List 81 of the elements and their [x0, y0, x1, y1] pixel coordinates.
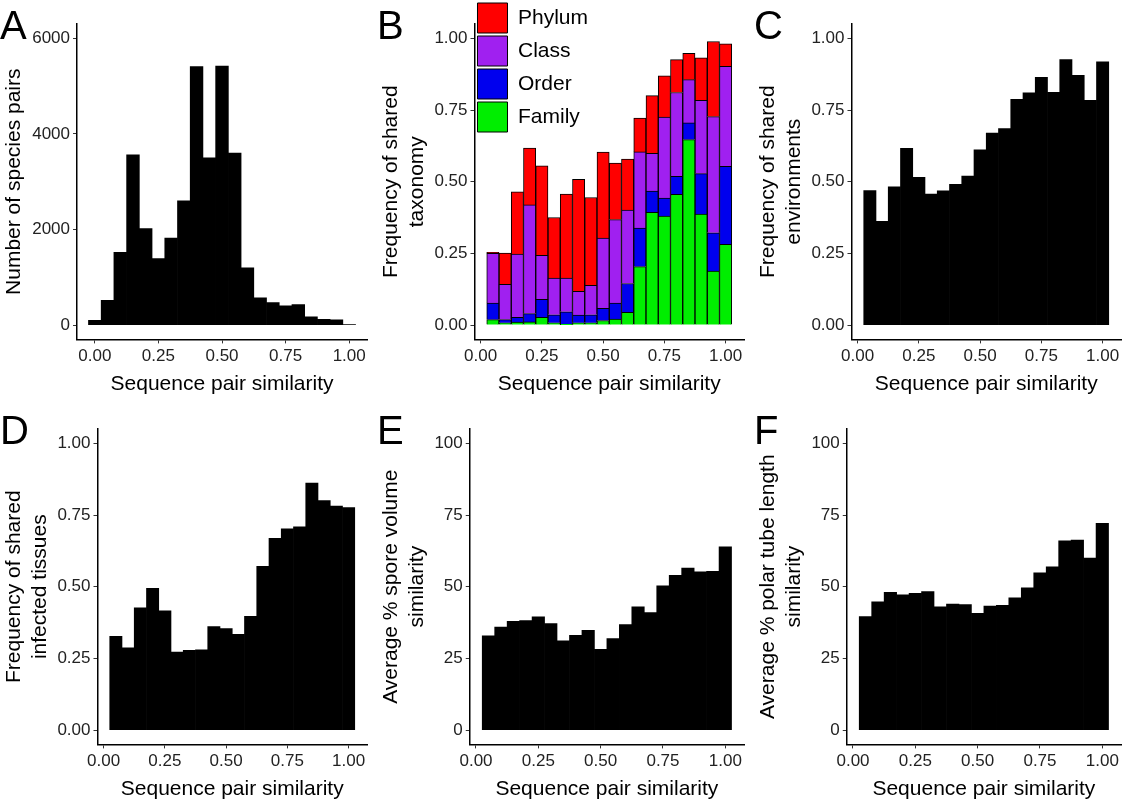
- x-tick-label: 0.25: [521, 751, 555, 771]
- y-tick-label: 75: [820, 504, 840, 524]
- y-tick-label: 100: [811, 433, 840, 453]
- x-tick-label: 0.00: [464, 346, 498, 366]
- x-tick-label: 0.00: [78, 346, 112, 366]
- x-axis-title: Sequence pair similarity: [874, 371, 1099, 395]
- chart-title: D: [0, 408, 29, 453]
- y-tick-label: 0.75: [57, 504, 91, 524]
- y-axis-title: Average % spore volume similarity: [378, 469, 427, 704]
- y-tick-label: 1.00: [57, 433, 91, 453]
- x-tick-label: 0.25: [898, 751, 932, 771]
- y-tick-label: 0.50: [57, 576, 91, 596]
- y-tick-label: 50: [443, 576, 463, 596]
- x-tick-label: 1.00: [332, 346, 366, 366]
- x-tick-label: 0.25: [148, 751, 182, 771]
- y-tick-label: 1.00: [811, 28, 845, 48]
- y-tick-label: 0: [60, 314, 71, 334]
- chart-title: E: [377, 408, 404, 453]
- y-tick-label: 0.25: [57, 648, 91, 668]
- y-tick-label: 50: [820, 576, 840, 596]
- x-tick-label: 0.50: [209, 751, 243, 771]
- y-tick-label: 25: [820, 648, 840, 668]
- x-axis-title: Sequence pair similarity: [495, 776, 719, 800]
- x-axis-title: Sequence pair similarity: [120, 776, 345, 800]
- y-tick-label: 0.00: [434, 314, 468, 334]
- chart-title: F: [754, 408, 779, 453]
- y-tick-label: 0.00: [811, 314, 845, 334]
- x-tick-label: 1.00: [1086, 346, 1120, 366]
- x-tick-label: 0.25: [902, 346, 936, 366]
- y-tick-label: 0.75: [434, 99, 468, 119]
- y-tick-label: 0.25: [811, 243, 845, 263]
- x-tick-label: 0.00: [836, 751, 870, 771]
- y-tick-label: 0.50: [811, 171, 845, 191]
- x-tick-label: 0.25: [141, 346, 175, 366]
- y-tick-label: 0: [830, 719, 840, 739]
- y-axis-title: Frequency of shared environments: [755, 85, 804, 278]
- legend-label: Phylum: [517, 4, 589, 28]
- legend-label: Order: [517, 70, 572, 94]
- chart-title: C: [754, 3, 783, 48]
- legend-label: Family: [517, 103, 581, 127]
- x-tick-label: 0.75: [1023, 751, 1057, 771]
- x-axis-title: Sequence pair similarity: [497, 371, 722, 395]
- x-tick-label: 0.75: [647, 346, 681, 366]
- x-tick-label: 0.75: [270, 751, 304, 771]
- y-tick-label: 0.00: [57, 719, 91, 739]
- x-tick-label: 0.00: [841, 346, 875, 366]
- x-tick-label: 0.00: [459, 751, 493, 771]
- y-tick-label: 2000: [32, 219, 71, 239]
- y-tick-label: 0.50: [434, 171, 468, 191]
- y-tick-label: 1.00: [434, 28, 468, 48]
- x-tick-label: 0.50: [963, 346, 997, 366]
- x-tick-label: 1.00: [708, 751, 742, 771]
- x-axis-title: Sequence pair similarity: [110, 371, 334, 395]
- legend-label: Class: [517, 37, 571, 61]
- x-tick-label: 0.50: [586, 346, 620, 366]
- y-tick-label: 4000: [32, 123, 71, 143]
- x-axis-title: Sequence pair similarity: [872, 776, 1096, 800]
- chart-title: B: [377, 3, 404, 48]
- x-tick-label: 1.00: [332, 751, 366, 771]
- y-tick-label: 75: [443, 504, 463, 524]
- y-axis-title: Average % polar tube length similarity: [755, 454, 804, 720]
- y-tick-label: 100: [434, 433, 463, 453]
- x-tick-label: 1.00: [709, 346, 743, 366]
- x-tick-label: 0.75: [269, 346, 303, 366]
- x-tick-label: 0.50: [205, 346, 239, 366]
- y-axis-title: Frequency of shared taxonomy: [378, 85, 427, 278]
- x-tick-label: 0.00: [87, 751, 121, 771]
- y-tick-label: 6000: [32, 28, 71, 48]
- x-tick-label: 1.00: [1085, 751, 1119, 771]
- y-axis-title: Frequency of shared infected tissues: [1, 490, 50, 683]
- y-tick-label: 25: [443, 648, 463, 668]
- x-tick-label: 0.25: [525, 346, 559, 366]
- y-tick-label: 0: [453, 719, 463, 739]
- x-tick-label: 0.50: [961, 751, 995, 771]
- x-tick-label: 0.75: [646, 751, 680, 771]
- y-tick-label: 0.75: [811, 99, 845, 119]
- y-tick-label: 0.25: [434, 243, 468, 263]
- y-axis-title: Number of species pairs: [1, 68, 25, 295]
- x-tick-label: 0.75: [1024, 346, 1058, 366]
- chart-title: A: [0, 3, 27, 48]
- x-tick-label: 0.50: [584, 751, 618, 771]
